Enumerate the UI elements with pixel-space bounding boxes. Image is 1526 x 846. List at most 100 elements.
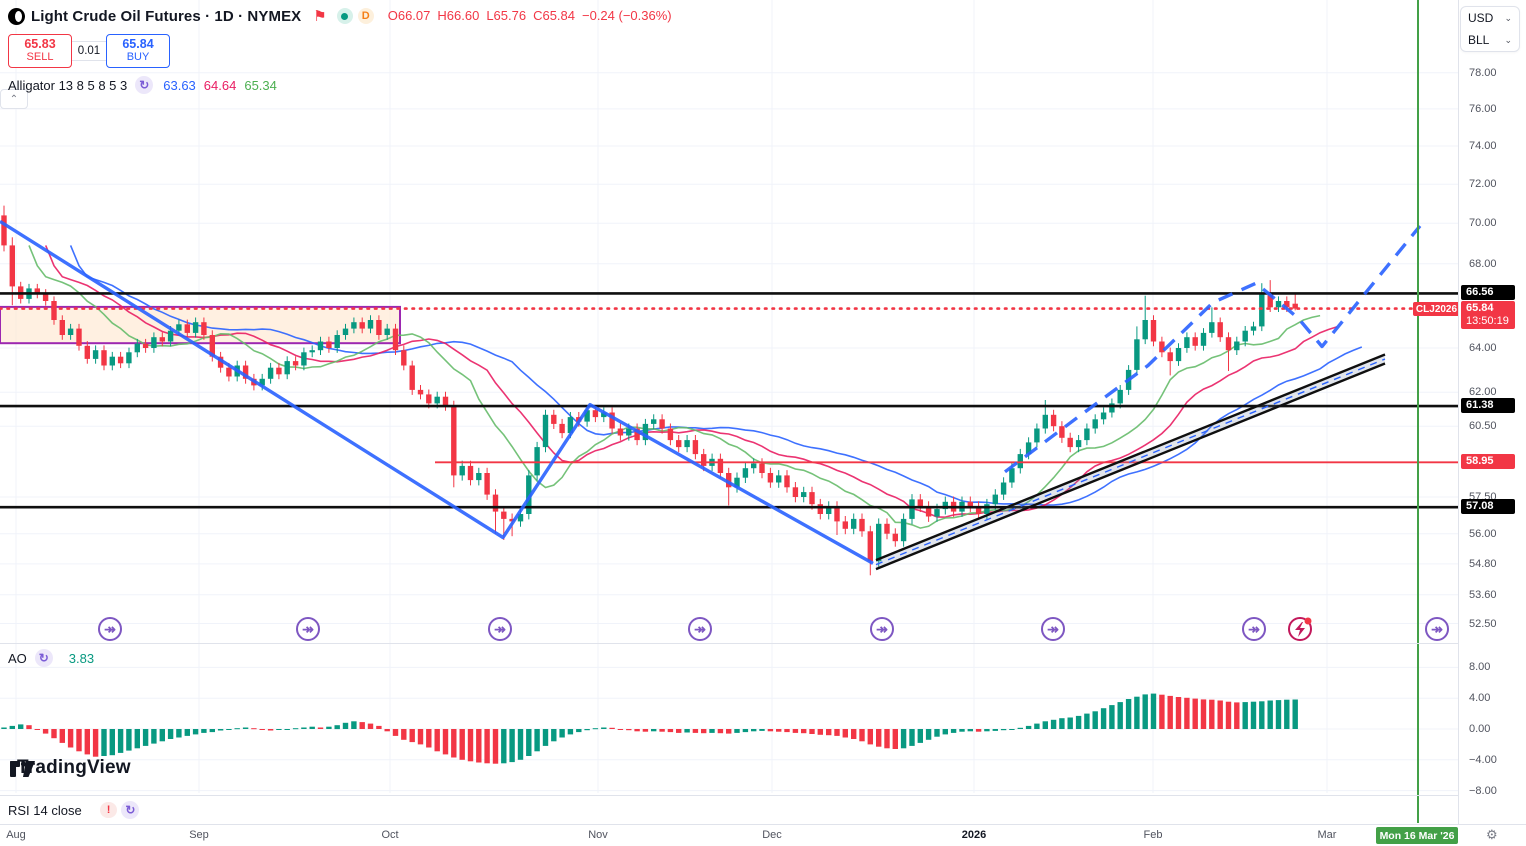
currency-usd-label: USD bbox=[1468, 11, 1494, 25]
svg-text:↠: ↠ bbox=[694, 621, 706, 637]
flag-icon[interactable]: ⚑ bbox=[313, 8, 327, 25]
time-axis[interactable]: Mon 16 Mar '26 ⚙ Aug Sep Oct Nov Dec 2026 Feb M… bbox=[0, 824, 1526, 846]
unit-select-bll[interactable]: BLL ⌄ bbox=[1461, 29, 1519, 51]
symbol-logo-icon bbox=[8, 7, 25, 25]
buy-price: 65.84 bbox=[122, 37, 154, 51]
alligator-value: 63.63 bbox=[163, 77, 196, 93]
unit-bll-label: BLL bbox=[1468, 33, 1490, 47]
month-label: Oct bbox=[381, 829, 399, 841]
price-tick-label: 74.00 bbox=[1469, 140, 1497, 153]
contract-roll-icon[interactable]: ↠ bbox=[296, 617, 320, 641]
price-tick-label: 64.00 bbox=[1469, 341, 1497, 354]
contract-roll-icon[interactable]: ↠ bbox=[1425, 617, 1449, 641]
low-value: L65.76 bbox=[486, 8, 527, 23]
price-tick-label: 8.00 bbox=[1469, 661, 1491, 674]
price-scale[interactable]: 78.00 76.00 74.00 72.00 70.00 68.00 64.00 62.00… bbox=[1458, 0, 1526, 824]
warning-icon[interactable]: ! bbox=[99, 802, 118, 818]
sell-price: 65.83 bbox=[24, 37, 56, 51]
ao-value: 3.83 bbox=[68, 650, 95, 666]
tradingview-logo[interactable]: TradingView bbox=[10, 757, 131, 779]
price-tick-label: 62.00 bbox=[1469, 386, 1497, 399]
month-label: Feb bbox=[1143, 829, 1163, 841]
month-label: Sep bbox=[189, 829, 209, 841]
refresh-icon[interactable]: ↻ bbox=[34, 649, 53, 667]
svg-text:↠: ↠ bbox=[1248, 621, 1260, 637]
svg-text:↠: ↠ bbox=[876, 621, 888, 637]
alligator-values: 63.63 64.64 65.34 bbox=[163, 78, 285, 93]
buy-label: BUY bbox=[126, 51, 150, 63]
chevron-down-icon: ⌄ bbox=[1504, 12, 1512, 23]
contract-roll-icon[interactable]: ↠ bbox=[870, 617, 894, 641]
level-price-chip: 58.95 bbox=[1461, 454, 1515, 470]
contract-label-chip: CLJ2026 bbox=[1413, 302, 1460, 316]
level-price-chip: 66.56 bbox=[1461, 285, 1515, 301]
scale-unit-selector: USD ⌄ BLL ⌄ bbox=[1460, 6, 1520, 52]
alligator-value: 64.64 bbox=[203, 77, 237, 93]
level-price-chip: 61.38 bbox=[1461, 398, 1515, 414]
chevron-down-icon: ⌄ bbox=[1504, 34, 1512, 45]
rsi-indicator-label[interactable]: RSI 14 close bbox=[8, 802, 82, 818]
go-to-date-chip[interactable]: Mon 16 Mar '26 bbox=[1376, 827, 1458, 844]
ao-indicator-label[interactable]: AO bbox=[8, 650, 27, 666]
chart-canvas[interactable]: ↠ ↠ ↠ ↠ ↠ ↠ ↠ ↠ bbox=[0, 0, 1458, 824]
rsi-pane-legend: RSI 14 close ! ↻ bbox=[8, 801, 149, 819]
buy-button[interactable]: 65.84 BUY bbox=[106, 34, 170, 68]
svg-text:↠: ↠ bbox=[302, 621, 314, 637]
svg-text:↠: ↠ bbox=[104, 621, 116, 637]
tradingview-logo-text: TradingView bbox=[17, 757, 131, 778]
open-value: O66.07 bbox=[387, 8, 431, 23]
contract-roll-icon[interactable]: ↠ bbox=[1041, 617, 1065, 641]
flash-alert-icon[interactable] bbox=[1288, 617, 1312, 641]
currency-select-usd[interactable]: USD ⌄ bbox=[1461, 7, 1519, 29]
refresh-icon[interactable]: ↻ bbox=[135, 76, 154, 94]
contract-roll-icon[interactable]: ↠ bbox=[1242, 617, 1266, 641]
market-status-dot-icon[interactable] bbox=[336, 8, 353, 24]
price-tick-label: 53.60 bbox=[1469, 588, 1497, 601]
price-tick-label: 78.00 bbox=[1469, 66, 1497, 79]
month-label: Dec bbox=[762, 829, 782, 841]
price-tick-label: 70.00 bbox=[1469, 217, 1497, 230]
price-tick-label: 76.00 bbox=[1469, 102, 1497, 115]
change-value: −0.24 (−0.36%) bbox=[582, 8, 672, 23]
svg-text:↠: ↠ bbox=[494, 621, 506, 637]
price-tick-label: −8.00 bbox=[1469, 784, 1497, 797]
sell-button[interactable]: 65.83 SELL bbox=[8, 34, 72, 68]
svg-text:↠: ↠ bbox=[1431, 621, 1443, 637]
spread-value: 0.01 bbox=[72, 41, 106, 61]
high-value: H66.60 bbox=[437, 8, 480, 23]
close-value: C65.84 bbox=[533, 8, 575, 23]
ao-pane-legend: AO ↻ 3.83 bbox=[8, 649, 94, 667]
month-label: Aug bbox=[6, 829, 26, 841]
alligator-indicator-label[interactable]: Alligator 13 8 5 8 5 3 bbox=[8, 77, 128, 93]
level-price-chip: 57.08 bbox=[1461, 499, 1515, 515]
alligator-value: 65.34 bbox=[244, 77, 277, 93]
pane-separator[interactable] bbox=[0, 643, 1458, 644]
price-tick-label: 72.00 bbox=[1469, 178, 1497, 191]
month-label: Mar bbox=[1317, 829, 1337, 841]
price-tick-label: 0.00 bbox=[1469, 723, 1491, 735]
pane-separator[interactable] bbox=[0, 795, 1458, 796]
collapse-pane-button[interactable]: ⌃ bbox=[0, 89, 28, 109]
tradingview-logo-icon bbox=[10, 761, 35, 777]
contract-roll-icon[interactable]: ↠ bbox=[688, 617, 712, 641]
timeframe-d-badge[interactable]: D bbox=[357, 8, 374, 24]
symbol-title[interactable]: Light Crude Oil Futures · 1D · NYMEX bbox=[31, 7, 302, 25]
contract-roll-icon[interactable]: ↠ bbox=[98, 617, 122, 641]
ohlc-values: O66.07 H66.60 L65.76 C65.84 −0.24 (−0.36%) bbox=[388, 7, 679, 25]
current-price-chip: 65.84 13:50:19 bbox=[1461, 300, 1515, 329]
price-tick-label: 52.50 bbox=[1469, 617, 1497, 630]
price-tick-label: −4.00 bbox=[1469, 753, 1497, 766]
chart-header: Light Crude Oil Futures · 1D · NYMEX ⚑ D… bbox=[8, 4, 679, 94]
month-label: Nov bbox=[588, 829, 608, 841]
sell-label: SELL bbox=[26, 51, 54, 63]
contract-roll-icon[interactable]: ↠ bbox=[488, 617, 512, 641]
month-label: 2026 bbox=[961, 829, 987, 841]
gear-icon[interactable]: ⚙ bbox=[1486, 827, 1498, 842]
price-tick-label: 60.50 bbox=[1469, 420, 1497, 433]
refresh-icon[interactable]: ↻ bbox=[121, 801, 140, 819]
price-tick-label: 68.00 bbox=[1469, 257, 1497, 270]
price-tick-label: 56.00 bbox=[1469, 527, 1497, 540]
price-tick-label: 54.80 bbox=[1469, 557, 1497, 570]
price-tick-label: 4.00 bbox=[1469, 692, 1491, 705]
